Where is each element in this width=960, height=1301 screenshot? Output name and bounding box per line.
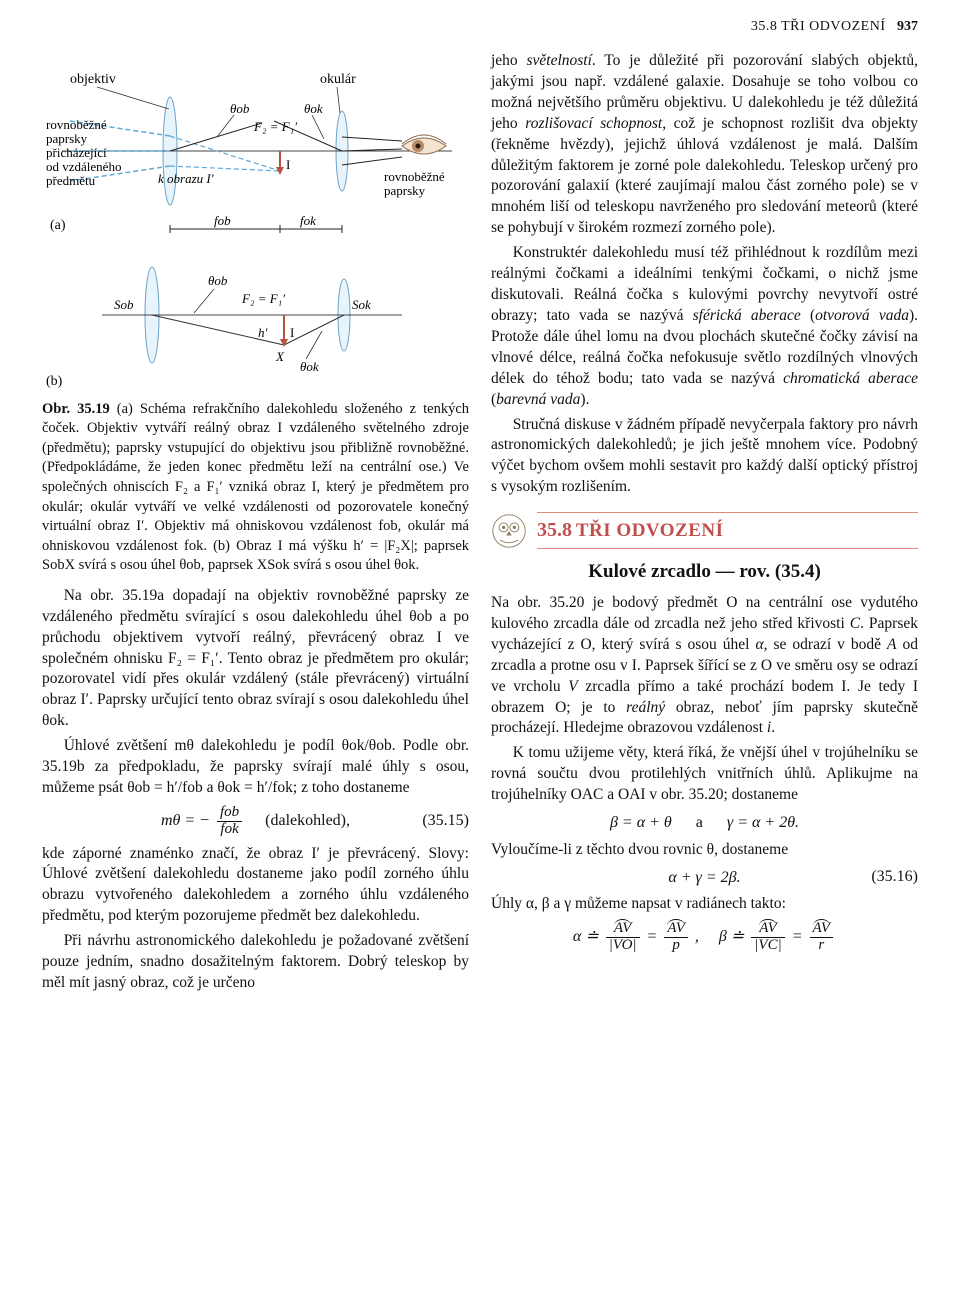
arc-comma: , bbox=[695, 928, 699, 945]
left-para-4: Při návrhu astronomického dalekohledu je… bbox=[42, 931, 469, 994]
lbl-b-thob: θob bbox=[208, 273, 228, 288]
left-para-3: kde záporné znaménko značí, že obraz I′ … bbox=[42, 844, 469, 928]
fig-caption-lead: Obr. 35.19 bbox=[42, 401, 110, 417]
eq-arcs: α ≐ AV |VO| = AV p , β ≐ AV |VC| = AV r bbox=[491, 921, 918, 954]
arc-a-top1: AV bbox=[614, 921, 632, 937]
arc-b-frac2: AV r bbox=[807, 921, 837, 954]
lbl-b-f2f1: F₂ = F₁′ bbox=[241, 291, 285, 306]
right-para-2: Konstruktér dalekohledu musí též přihléd… bbox=[491, 243, 918, 410]
arc-b-lhs: β ≐ bbox=[719, 928, 744, 945]
running-head: 35.8 TŘI ODVOZENÍ 937 bbox=[42, 18, 918, 37]
fig-caption-body: (a) Schéma refrakčního dalekohledu slože… bbox=[42, 401, 469, 574]
left-para-1: Na obr. 35.19a dopadají na objektiv rovn… bbox=[42, 586, 469, 732]
lbl-sok: Sok bbox=[352, 297, 371, 312]
eq15-prefix: mθ = − bbox=[161, 812, 210, 829]
right-para-6: Vyloučíme-li z těchto dvou rovnic θ, dos… bbox=[491, 840, 918, 861]
lbl-sob: Sob bbox=[114, 297, 134, 312]
lbl-I: I bbox=[286, 157, 290, 172]
arc-b-bot2: r bbox=[810, 938, 834, 954]
arc-a-lhs: α ≐ bbox=[573, 928, 599, 945]
eq-beta-r: γ = α + 2θ. bbox=[727, 814, 799, 831]
lbl-bI: I bbox=[290, 325, 294, 340]
subsection-title: Kulové zrcadlo — rov. (35.4) bbox=[491, 559, 918, 585]
lbl-objektiv: objektiv bbox=[70, 72, 116, 87]
lbl-b: (b) bbox=[46, 374, 63, 389]
arc-b-top2: AV bbox=[813, 921, 831, 937]
arc-b-bot1: |VC| bbox=[751, 938, 784, 954]
eq16-number: (35.16) bbox=[871, 867, 918, 889]
lbl-kobrazu: k obrazu I′ bbox=[158, 171, 214, 186]
arc-b-top1: AV bbox=[759, 921, 777, 937]
arc-a-top2: AV bbox=[667, 921, 685, 937]
arc-eq1: = bbox=[647, 928, 658, 945]
right-para-4: Na obr. 35.20 je bodový předmět O na cen… bbox=[491, 593, 918, 739]
running-page: 937 bbox=[897, 19, 918, 34]
right-para-3: Stručná diskuse v žádném případě nevyčer… bbox=[491, 415, 918, 499]
right-para-1: jeho světelností. To je důležité při poz… bbox=[491, 51, 918, 239]
lbl-hp: h′ bbox=[258, 325, 268, 340]
eq15-frac: fob fok bbox=[214, 805, 245, 838]
arc-a-frac1: AV |VO| bbox=[603, 921, 643, 954]
arc-eq2: = bbox=[792, 928, 803, 945]
right-column: jeho světelností. To je důležité při poz… bbox=[491, 51, 918, 998]
fig-35-19b: Sob Sok θob F₂ = F₁′ h′ I X θok (b) bbox=[42, 253, 462, 393]
arc-a-frac2: AV p bbox=[661, 921, 691, 954]
section-heading-box: 35.8 TŘI ODVOZENÍ bbox=[491, 512, 918, 549]
two-column-layout: objektiv okulár θob θok F₂ = F₁′ I k obr… bbox=[42, 51, 918, 998]
section-title: 35.8 TŘI ODVOZENÍ bbox=[537, 513, 918, 548]
section-number: 35.8 bbox=[537, 519, 572, 541]
lbl-fok: fok bbox=[300, 213, 316, 228]
lbl-f2f1: F₂ = F₁′ bbox=[253, 119, 297, 134]
eq15-number: (35.15) bbox=[422, 810, 469, 832]
section-text: TŘI ODVOZENÍ bbox=[576, 520, 724, 541]
lbl-theta-ok: θok bbox=[304, 101, 323, 116]
eq-beta-gamma: β = α + θ a γ = α + 2θ. bbox=[491, 812, 918, 834]
fig-35-19a: objektiv okulár θob θok F₂ = F₁′ I k obr… bbox=[42, 51, 462, 246]
lbl-okular: okulár bbox=[320, 72, 356, 87]
lbl-X: X bbox=[275, 349, 285, 364]
eq16-body: α + γ = 2β. bbox=[668, 869, 740, 886]
eq15-note: (dalekohled), bbox=[265, 812, 350, 829]
arc-b-frac1: AV |VC| bbox=[748, 921, 787, 954]
arc-a-bot2: p bbox=[664, 938, 688, 954]
lbl-fob: fob bbox=[214, 213, 231, 228]
arc-a-bot1: |VO| bbox=[606, 938, 640, 954]
lbl-b-thok: θok bbox=[300, 359, 319, 374]
left-column: objektiv okulár θob θok F₂ = F₁′ I k obr… bbox=[42, 51, 469, 998]
eq15-top: fob bbox=[217, 805, 242, 822]
lbl-a: (a) bbox=[50, 218, 66, 233]
eq-35-15: mθ = − fob fok (dalekohled), (35.15) bbox=[42, 805, 469, 838]
eq-beta-mid: a bbox=[696, 814, 703, 831]
left-para-2: Úhlové zvětšení mθ dalekohledu je podíl … bbox=[42, 736, 469, 799]
eq15-bot: fok bbox=[217, 822, 242, 838]
right-para-5: K tomu užijeme věty, která říká, že vněj… bbox=[491, 743, 918, 806]
right-para-7: Úhly α, β a γ můžeme napsat v radiánech … bbox=[491, 894, 918, 915]
eq-35-16: α + γ = 2β. (35.16) bbox=[491, 867, 918, 889]
fig-caption: Obr. 35.19 (a) Schéma refrakčního daleko… bbox=[42, 400, 469, 576]
running-section: 35.8 TŘI ODVOZENÍ bbox=[751, 19, 886, 34]
owl-icon bbox=[491, 513, 527, 549]
lbl-rovno-right: rovnoběžné paprsky bbox=[384, 169, 448, 198]
eq-beta-l: β = α + θ bbox=[610, 814, 672, 831]
lbl-theta-ob: θob bbox=[230, 101, 250, 116]
